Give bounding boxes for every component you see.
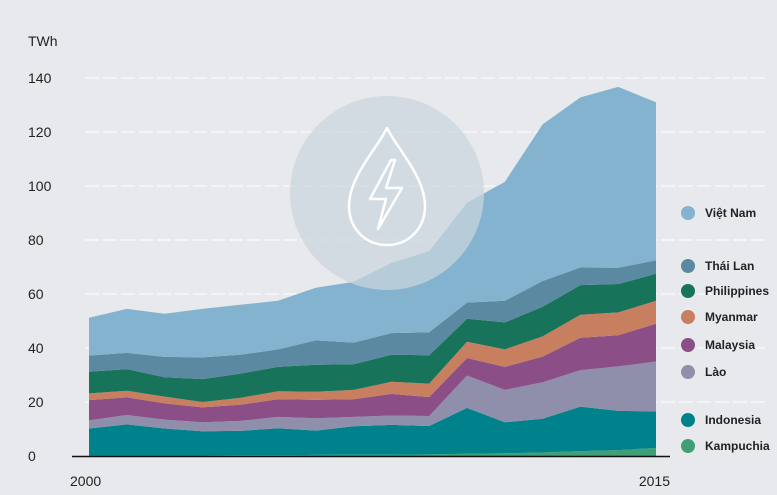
y-axis-unit-label: TWh (28, 33, 58, 49)
legend-label: Philippines (705, 284, 769, 298)
area-series-Philippines (89, 273, 656, 402)
area-series-Indonesia (89, 406, 656, 456)
legend-label: Indonesia (705, 413, 761, 427)
legend-swatch (681, 338, 695, 352)
legend-swatch (681, 365, 695, 379)
y-tick-label: 120 (28, 124, 52, 140)
legend-swatch (681, 206, 695, 220)
area-series-Việt Nam (89, 86, 656, 358)
y-tick-label: 0 (28, 448, 36, 464)
x-tick-label: 2000 (70, 473, 101, 489)
x-tick-label: 2015 (639, 473, 670, 489)
legend-label: Myanmar (705, 310, 758, 324)
legend-label: Lào (705, 365, 726, 379)
y-tick-label: 60 (28, 286, 44, 302)
legend-swatch (681, 310, 695, 324)
legend-label: Việt Nam (705, 206, 756, 220)
area-series-Thái Lan (89, 260, 656, 380)
axes: 0 20 40 60 80 100 120 140 2000 2015 (28, 70, 670, 489)
chart-areas (89, 86, 656, 456)
y-tick-label: 80 (28, 232, 44, 248)
y-tick-label: 40 (28, 340, 44, 356)
legend-swatch (681, 413, 695, 427)
water-drop-lightning-icon (290, 96, 484, 290)
legend-swatch (681, 259, 695, 273)
area-series-Kampuchia (89, 447, 656, 456)
y-tick-label: 20 (28, 394, 44, 410)
area-series-Myanmar (89, 300, 656, 408)
legend-label: Malaysia (705, 338, 755, 352)
legend-label: Thái Lan (705, 259, 754, 273)
y-tick-label: 100 (28, 178, 52, 194)
y-tick-label: 140 (28, 70, 52, 86)
legend-label: Kampuchia (705, 439, 770, 453)
legend: Kampuchia Indonesia Lào Malaysia Myanmar Phil… (681, 206, 770, 453)
area-series-Malaysia (89, 323, 656, 423)
area-series-Lào (89, 361, 656, 432)
legend-swatch (681, 284, 695, 298)
legend-swatch (681, 439, 695, 453)
